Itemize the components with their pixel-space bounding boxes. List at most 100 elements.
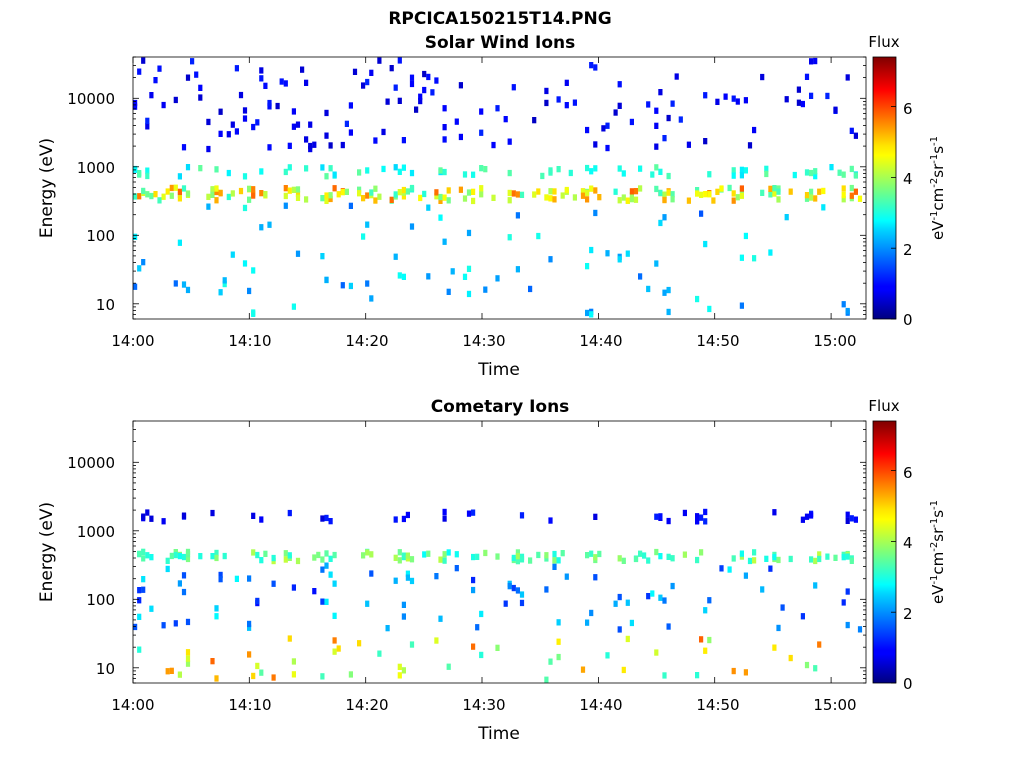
heatmap-cell [589, 185, 594, 192]
heatmap-cell [743, 97, 748, 104]
heatmap-cell [251, 192, 256, 199]
heatmap-cell [263, 82, 268, 89]
heatmap-cell [853, 188, 858, 195]
heatmap-cell [658, 89, 663, 96]
heatmap-cell [287, 187, 292, 194]
heatmap-cell [352, 68, 358, 75]
heatmap-cell [601, 125, 606, 132]
heatmap-cell [336, 645, 341, 652]
heatmap-cell [646, 285, 651, 293]
x-tick-label: 14:30 [462, 332, 505, 350]
heatmap-cell [259, 190, 264, 197]
heatmap-cell [739, 550, 744, 557]
heatmap-cell [654, 107, 659, 114]
heatmap-cell [747, 142, 753, 149]
heatmap-cell [185, 660, 191, 667]
heatmap-cell [621, 666, 626, 674]
heatmap-cell [580, 666, 586, 673]
heatmap-cell [796, 86, 801, 93]
heatmap-cell [267, 99, 272, 107]
heatmap-cell [548, 658, 553, 665]
y-axis-label: Energy (eV) [37, 138, 57, 238]
heatmap-cell [438, 193, 443, 201]
heatmap-cell [198, 84, 203, 91]
heatmap-cell [841, 554, 846, 561]
colorbar-tick-label: 4 [903, 170, 913, 188]
heatmap-cell [495, 553, 500, 560]
heatmap-cell [605, 250, 610, 257]
y-ticks [133, 56, 866, 320]
heatmap-cell [361, 233, 366, 240]
heatmap-cell [446, 549, 451, 556]
heatmap-cell [255, 662, 260, 670]
heatmap-cell [580, 188, 586, 195]
heatmap-cell [385, 98, 390, 105]
heatmap-cell [662, 597, 667, 604]
heatmap-cell [438, 214, 443, 221]
heatmap-cell [540, 172, 545, 180]
colorbar-tick-label: 0 [903, 675, 913, 693]
heatmap-cell [295, 250, 301, 257]
heatmap-cell [629, 192, 634, 199]
heatmap-cell [670, 582, 675, 590]
heatmap-cell [462, 195, 468, 202]
heatmap-cell [466, 229, 472, 237]
heatmap-cell [536, 232, 541, 240]
heatmap-cell [731, 172, 736, 179]
heatmap-cell [552, 557, 557, 564]
heatmap-cell [438, 556, 443, 563]
heatmap-cell [552, 196, 557, 203]
heatmap-cell [821, 204, 826, 211]
heatmap-cell [181, 281, 187, 288]
heatmap-cell [137, 68, 142, 75]
x-tick-label: 14:20 [345, 696, 388, 714]
heatmap-cell [548, 195, 553, 202]
heatmap-cell [479, 191, 484, 198]
heatmap-cell [471, 509, 476, 516]
heatmap-cell [251, 512, 256, 519]
heatmap-cell [409, 169, 415, 177]
heatmap-cell [251, 672, 256, 680]
heatmap-cell [695, 190, 700, 197]
heatmap-cell [161, 193, 166, 200]
heatmap-cell [145, 167, 150, 174]
heatmap-cell [585, 263, 590, 270]
colorbar-title: Flux [868, 397, 899, 415]
heatmap-cell [422, 190, 427, 198]
y-tick-label: 10 [96, 296, 115, 314]
heatmap-cell [857, 626, 863, 633]
heatmap-cell [181, 572, 187, 579]
heatmap-cell [507, 189, 512, 197]
x-tick-label: 14:50 [696, 696, 739, 714]
heatmap-cell [181, 512, 187, 519]
heatmap-cell [699, 191, 704, 198]
heatmap-cell [328, 165, 333, 172]
heatmap-cell [731, 197, 736, 204]
heatmap-cell [397, 168, 402, 175]
heatmap-cell [418, 97, 423, 105]
heatmap-cell [450, 268, 455, 275]
heatmap-cell [699, 514, 704, 521]
heatmap-cell [507, 138, 512, 145]
heatmap-cell [511, 554, 516, 562]
heatmap-cell [409, 556, 415, 563]
heatmap-cell [585, 309, 590, 317]
heatmap-cell [405, 570, 410, 577]
heatmap-cell [833, 106, 838, 113]
heatmap-cell [397, 549, 402, 556]
heatmap-cell [133, 103, 138, 110]
heatmap-cell [381, 165, 386, 173]
heatmap-cell [149, 554, 154, 561]
heatmap-cell [471, 586, 476, 594]
heatmap-cell [348, 671, 353, 678]
heatmap-cell [556, 96, 561, 103]
heatmap-cell [853, 516, 858, 523]
heatmap-cell [230, 190, 235, 197]
heatmap-cell [173, 551, 178, 559]
heatmap-cell [564, 102, 569, 109]
heatmap-cell [304, 196, 309, 203]
heatmap-cell [320, 556, 325, 563]
heatmap-cell [295, 190, 301, 197]
heatmap-cell [194, 71, 199, 78]
heatmap-cell [251, 549, 256, 556]
